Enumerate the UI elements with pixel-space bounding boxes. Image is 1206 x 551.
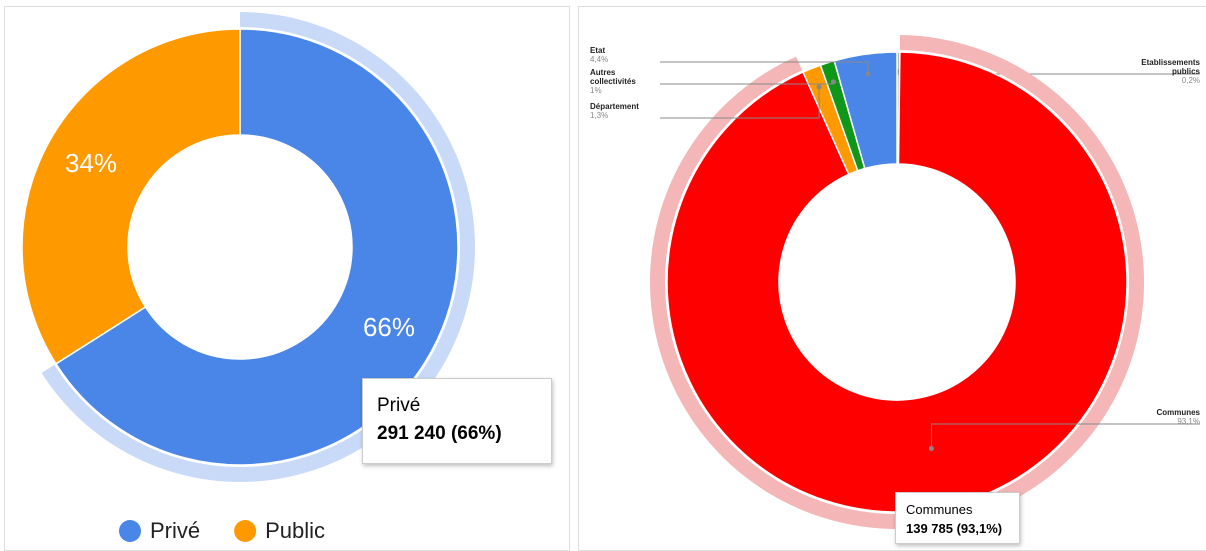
slice [54, 28, 459, 466]
slice-label: 34% [65, 148, 117, 178]
leader-dot [816, 84, 822, 90]
slice-label: Département 1,3% [590, 102, 660, 120]
tooltip-value: 139 785 (93,1%) [906, 521, 1003, 536]
slice [666, 51, 1128, 513]
slice-label: Communes 93,1% [1130, 408, 1200, 426]
slice-name: Etat [590, 46, 606, 55]
tooltip: Communes 139 785 (93,1%) [895, 492, 1020, 544]
leader-line [930, 423, 1200, 449]
slice-value: 1% [590, 86, 602, 95]
slice-name: Autres collectivités [590, 68, 636, 86]
slice [21, 28, 241, 365]
slice-label: Etat 4,4% [590, 46, 660, 64]
legend-label: Privé [150, 518, 200, 543]
tooltip-label: Communes [906, 502, 973, 517]
legend-label: Public [265, 518, 325, 543]
slice-name: Communes [1156, 408, 1200, 417]
slice-label: Etablissements publics 0,2% [1130, 58, 1200, 85]
slice-name: Département [590, 102, 639, 111]
tooltip-label: Privé [377, 395, 421, 416]
slice-value: 1,3% [590, 111, 609, 120]
leader-dot [865, 71, 871, 77]
slice-label: Autres collectivités 1% [590, 68, 660, 95]
slice-value: 93,1% [1177, 417, 1200, 426]
slice-name: Etablissements publics [1141, 58, 1200, 76]
slice-label: 66% [363, 312, 415, 342]
legend-swatch [234, 520, 257, 542]
legend-swatch [119, 520, 141, 542]
slice [833, 51, 898, 170]
leader-dot [830, 79, 836, 85]
tooltip: Privé 291 240 (66%) [362, 378, 552, 464]
leader-line [660, 61, 869, 75]
leader-dot [928, 445, 934, 451]
leader-line [660, 86, 820, 119]
slice-value: 0,2% [1181, 76, 1200, 85]
tooltip-value: 291 240 (66%) [377, 423, 502, 444]
slice-value: 4,4% [590, 55, 609, 64]
